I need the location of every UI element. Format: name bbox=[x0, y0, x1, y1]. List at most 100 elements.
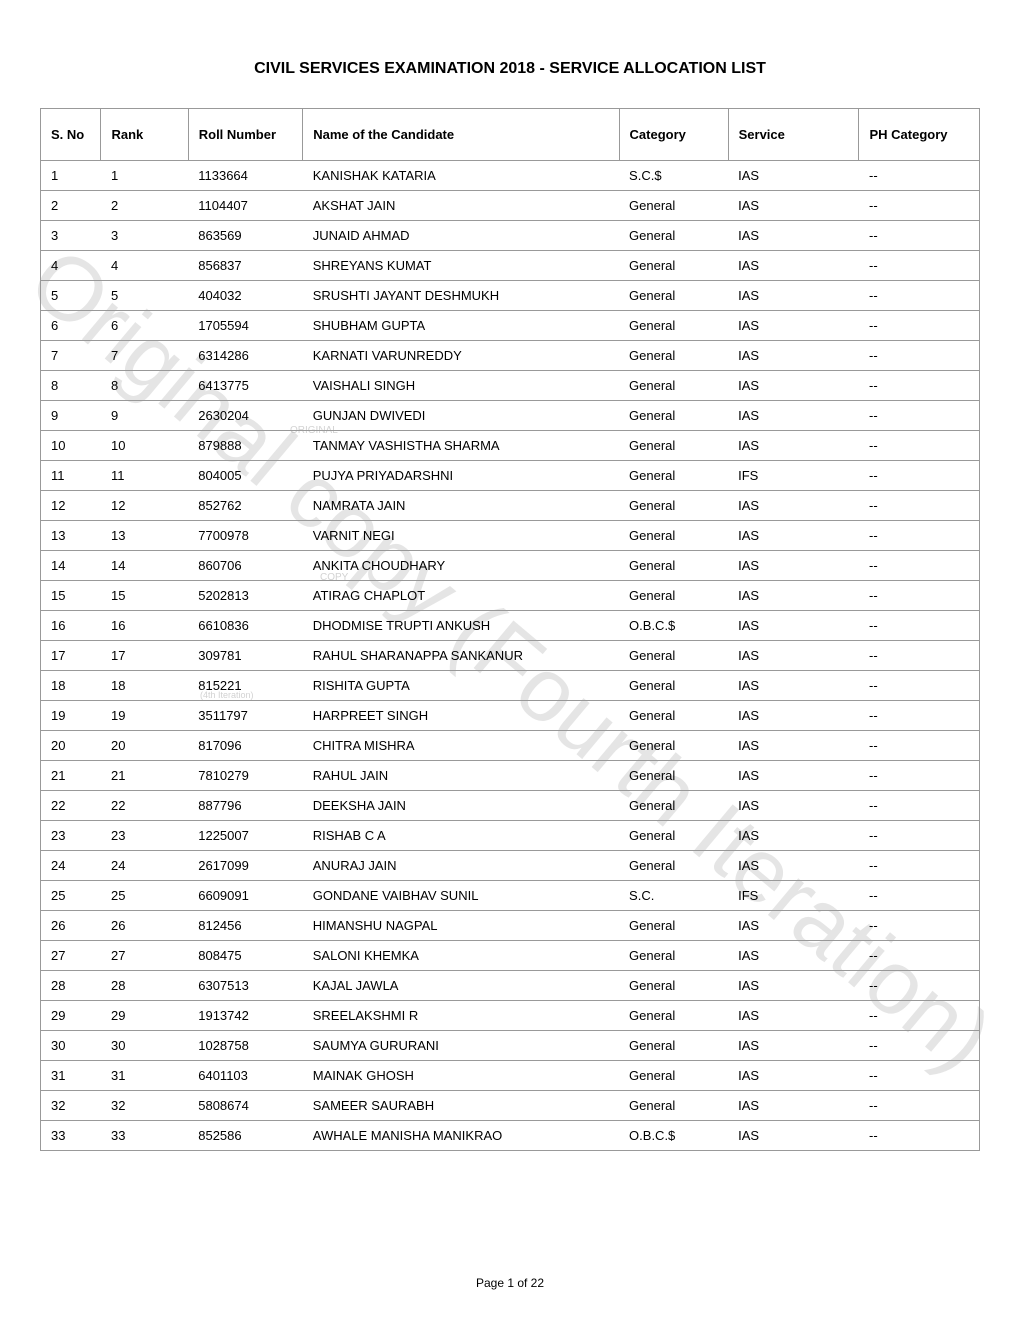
table-cell: 16 bbox=[101, 611, 188, 641]
table-cell: VAISHALI SINGH bbox=[303, 371, 619, 401]
table-cell: 23 bbox=[41, 821, 101, 851]
table-row: 2626812456HIMANSHU NAGPALGeneralIAS-- bbox=[41, 911, 979, 941]
table-cell: -- bbox=[859, 701, 979, 731]
table-cell: CHITRA MISHRA bbox=[303, 731, 619, 761]
table-cell: IAS bbox=[728, 971, 859, 1001]
table-cell: IAS bbox=[728, 791, 859, 821]
table-cell: -- bbox=[859, 1121, 979, 1151]
table-cell: SAUMYA GURURANI bbox=[303, 1031, 619, 1061]
table-cell: 10 bbox=[41, 431, 101, 461]
table-row: 2020817096CHITRA MISHRAGeneralIAS-- bbox=[41, 731, 979, 761]
table-cell: GUNJAN DWIVEDI bbox=[303, 401, 619, 431]
table-cell: General bbox=[619, 581, 728, 611]
table-cell: IFS bbox=[728, 881, 859, 911]
table-cell: 804005 bbox=[188, 461, 303, 491]
table-cell: 1104407 bbox=[188, 191, 303, 221]
table-cell: ATIRAG CHAPLOT bbox=[303, 581, 619, 611]
table-cell: 28 bbox=[101, 971, 188, 1001]
table-row: 111133664KANISHAK KATARIAS.C.$IAS-- bbox=[41, 161, 979, 191]
table-cell: AWHALE MANISHA MANIKRAO bbox=[303, 1121, 619, 1151]
table-cell: SAMEER SAURABH bbox=[303, 1091, 619, 1121]
header-rank: Rank bbox=[101, 109, 188, 161]
header-roll: Roll Number bbox=[188, 109, 303, 161]
table-cell: IAS bbox=[728, 911, 859, 941]
table-cell: General bbox=[619, 791, 728, 821]
table-cell: General bbox=[619, 341, 728, 371]
table-cell: General bbox=[619, 521, 728, 551]
table-cell: 30 bbox=[41, 1031, 101, 1061]
table-row: 776314286KARNATI VARUNREDDYGeneralIAS-- bbox=[41, 341, 979, 371]
table-cell: 22 bbox=[101, 791, 188, 821]
table-cell: -- bbox=[859, 551, 979, 581]
table-cell: IAS bbox=[728, 821, 859, 851]
table-cell: 887796 bbox=[188, 791, 303, 821]
table-cell: 10 bbox=[101, 431, 188, 461]
table-cell: 17 bbox=[41, 641, 101, 671]
table-row: 1010879888TANMAY VASHISTHA SHARMAGeneral… bbox=[41, 431, 979, 461]
table-cell: -- bbox=[859, 1061, 979, 1091]
table-cell: IAS bbox=[728, 401, 859, 431]
table-cell: 6609091 bbox=[188, 881, 303, 911]
table-cell: -- bbox=[859, 191, 979, 221]
table-cell: IAS bbox=[728, 1031, 859, 1061]
table-cell: 1705594 bbox=[188, 311, 303, 341]
table-row: 13137700978VARNIT NEGIGeneralIAS-- bbox=[41, 521, 979, 551]
table-cell: 18 bbox=[101, 671, 188, 701]
table-cell: -- bbox=[859, 311, 979, 341]
table-row: 29291913742SREELAKSHMI RGeneralIAS-- bbox=[41, 1001, 979, 1031]
table-cell: HIMANSHU NAGPAL bbox=[303, 911, 619, 941]
table-row: 30301028758SAUMYA GURURANIGeneralIAS-- bbox=[41, 1031, 979, 1061]
table-row: 44856837SHREYANS KUMATGeneralIAS-- bbox=[41, 251, 979, 281]
table-cell: IAS bbox=[728, 281, 859, 311]
table-cell: General bbox=[619, 1061, 728, 1091]
table-cell: 8 bbox=[101, 371, 188, 401]
table-cell: TANMAY VASHISTHA SHARMA bbox=[303, 431, 619, 461]
table-cell: General bbox=[619, 821, 728, 851]
table-cell: -- bbox=[859, 251, 979, 281]
table-cell: S.C.$ bbox=[619, 161, 728, 191]
table-cell: -- bbox=[859, 581, 979, 611]
table-cell: NAMRATA JAIN bbox=[303, 491, 619, 521]
table-cell: -- bbox=[859, 161, 979, 191]
table-row: 1212852762NAMRATA JAINGeneralIAS-- bbox=[41, 491, 979, 521]
table-cell: 12 bbox=[41, 491, 101, 521]
table-cell: General bbox=[619, 1031, 728, 1061]
table-cell: AKSHAT JAIN bbox=[303, 191, 619, 221]
table-cell: RISHAB C A bbox=[303, 821, 619, 851]
table-cell: 7 bbox=[101, 341, 188, 371]
table-cell: 9 bbox=[101, 401, 188, 431]
table-cell: 1 bbox=[41, 161, 101, 191]
table-cell: -- bbox=[859, 431, 979, 461]
table-cell: 30 bbox=[101, 1031, 188, 1061]
table-cell: 1 bbox=[101, 161, 188, 191]
table-cell: 812456 bbox=[188, 911, 303, 941]
table-cell: General bbox=[619, 371, 728, 401]
header-name: Name of the Candidate bbox=[303, 109, 619, 161]
table-cell: 20 bbox=[41, 731, 101, 761]
table-cell: 2 bbox=[101, 191, 188, 221]
table-cell: General bbox=[619, 731, 728, 761]
table-cell: 31 bbox=[41, 1061, 101, 1091]
table-cell: -- bbox=[859, 281, 979, 311]
table-cell: RISHITA GUPTA bbox=[303, 671, 619, 701]
table-cell: 13 bbox=[101, 521, 188, 551]
table-cell: 1225007 bbox=[188, 821, 303, 851]
table-cell: -- bbox=[859, 371, 979, 401]
table-cell: 21 bbox=[101, 761, 188, 791]
table-row: 2727808475SALONI KHEMKAGeneralIAS-- bbox=[41, 941, 979, 971]
table-cell: -- bbox=[859, 521, 979, 551]
table-cell: SALONI KHEMKA bbox=[303, 941, 619, 971]
table-cell: IAS bbox=[728, 521, 859, 551]
table-cell: 5 bbox=[101, 281, 188, 311]
table-cell: 1913742 bbox=[188, 1001, 303, 1031]
table-cell: 22 bbox=[41, 791, 101, 821]
table-cell: 17 bbox=[101, 641, 188, 671]
table-cell: -- bbox=[859, 1091, 979, 1121]
header-service: Service bbox=[728, 109, 859, 161]
table-cell: -- bbox=[859, 731, 979, 761]
table-cell: SHREYANS KUMAT bbox=[303, 251, 619, 281]
table-cell: IAS bbox=[728, 551, 859, 581]
table-row: 32325808674SAMEER SAURABHGeneralIAS-- bbox=[41, 1091, 979, 1121]
table-cell: 15 bbox=[101, 581, 188, 611]
table-cell: 32 bbox=[41, 1091, 101, 1121]
